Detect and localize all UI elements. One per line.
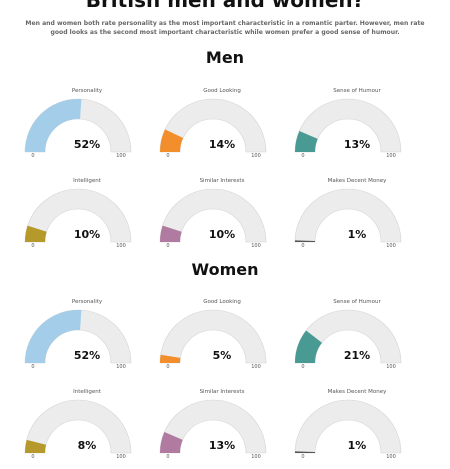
gauge-label: Similar Interests (199, 389, 245, 395)
gauge-max-label: 100 (251, 364, 261, 370)
gauge-max-label: 100 (251, 243, 261, 249)
gauge-max-label: 100 (116, 243, 126, 249)
gauge-label: Makes Decent Money (327, 389, 387, 395)
gauge-fill (160, 129, 184, 152)
gauge-value: 52% (73, 138, 101, 151)
gauge-value: 52% (73, 349, 101, 362)
gauge-min-label: 0 (31, 243, 35, 249)
gauge-track (294, 399, 402, 454)
gauge-women-similar-interests: Similar Interests 13% 0 100 (157, 389, 287, 469)
gauge-max-label: 100 (386, 153, 396, 159)
gauge-min-label: 0 (31, 364, 35, 370)
section-title-men: Men (205, 48, 245, 67)
gauge-track (294, 309, 402, 364)
gauge-label: Sense of Humour (333, 299, 381, 305)
gauge-min-label: 0 (301, 243, 305, 249)
gauge-max-label: 100 (251, 153, 261, 159)
gauge-label: Personality (71, 88, 103, 94)
gauge-men-makes-decent-money: Makes Decent Money 1% 0 100 (292, 178, 422, 258)
gauge-value: 5% (212, 349, 232, 362)
gauge-min-label: 0 (166, 364, 170, 370)
gauge-fill (25, 309, 82, 363)
gauge-men-intelligent: Intelligent 10% 0 100 (22, 178, 152, 258)
gauge-label: Makes Decent Money (327, 178, 387, 184)
gauge-min-label: 0 (301, 364, 305, 370)
gauge-min-label: 0 (166, 153, 170, 159)
gauge-max-label: 100 (116, 364, 126, 370)
gauge-value: 8% (77, 439, 97, 452)
gauge-fill (295, 130, 318, 152)
gauge-value: 21% (343, 349, 371, 362)
gauge-value: 10% (208, 228, 236, 241)
gauge-fill (160, 225, 182, 242)
gauge-fill (160, 431, 183, 453)
gauge-men-similar-interests: Similar Interests 10% 0 100 (157, 178, 287, 258)
gauge-men-makes-decent-money-svg (294, 188, 402, 243)
gauge-value: 10% (73, 228, 101, 241)
gauge-men-good-looking: Good Looking 14% 0 100 (157, 88, 287, 168)
gauge-women-personality: Personality 52% 0 100 (22, 299, 152, 379)
gauge-men-sense-of-humour: Sense of Humour 13% 0 100 (292, 88, 422, 168)
gauge-label: Intelligent (73, 389, 101, 395)
gauge-women-intelligent: Intelligent 8% 0 100 (22, 389, 152, 469)
gauge-label: Similar Interests (199, 178, 245, 184)
gauge-min-label: 0 (301, 153, 305, 159)
gauge-label: Personality (71, 299, 103, 305)
gauge-women-personality-svg (24, 309, 132, 364)
gauge-fill (295, 330, 322, 363)
gauge-track (24, 188, 132, 243)
gauge-label: Sense of Humour (333, 88, 381, 94)
gauge-min-label: 0 (301, 454, 305, 460)
gauge-value: 1% (347, 228, 367, 241)
gauge-fill (160, 354, 181, 363)
gauge-men-good-looking-svg (159, 98, 267, 153)
gauge-track (294, 188, 402, 243)
gauge-fill (295, 240, 316, 242)
gauge-max-label: 100 (251, 454, 261, 460)
gauge-track (294, 98, 402, 153)
gauge-men-intelligent-svg (24, 188, 132, 243)
gauge-max-label: 100 (386, 243, 396, 249)
gauge-value: 13% (208, 439, 236, 452)
page-title: British men and women? (85, 0, 365, 12)
gauge-women-similar-interests-svg (159, 399, 267, 454)
gauge-value: 13% (343, 138, 371, 151)
gauge-max-label: 100 (116, 153, 126, 159)
page-subtitle: Men and women both rate personality as t… (25, 20, 425, 36)
section-title-women: Women (191, 260, 259, 279)
gauge-track (159, 309, 267, 364)
gauge-min-label: 0 (166, 243, 170, 249)
gauge-women-good-looking: Good Looking 5% 0 100 (157, 299, 287, 379)
gauge-max-label: 100 (386, 454, 396, 460)
gauge-value: 1% (347, 439, 367, 452)
gauge-max-label: 100 (116, 454, 126, 460)
gauge-label: Good Looking (203, 88, 241, 94)
gauge-track (159, 399, 267, 454)
gauge-track (159, 188, 267, 243)
gauge-fill (25, 98, 82, 152)
gauge-max-label: 100 (386, 364, 396, 370)
gauge-men-personality-svg (24, 98, 132, 153)
gauge-min-label: 0 (166, 454, 170, 460)
gauge-fill (24, 225, 47, 242)
gauge-men-similar-interests-svg (159, 188, 267, 243)
gauge-women-good-looking-svg (159, 309, 267, 364)
gauge-men-personality: Personality 52% 0 100 (22, 88, 152, 168)
gauge-track (159, 98, 267, 153)
gauge-women-sense-of-humour-svg (294, 309, 402, 364)
gauge-women-sense-of-humour: Sense of Humour 21% 0 100 (292, 299, 422, 379)
gauge-value: 14% (208, 138, 236, 151)
gauge-label: Good Looking (203, 299, 241, 305)
gauge-label: Intelligent (73, 178, 101, 184)
gauge-women-makes-decent-money: Makes Decent Money 1% 0 100 (292, 389, 422, 469)
gauge-track (24, 399, 132, 454)
gauge-min-label: 0 (31, 153, 35, 159)
gauge-men-sense-of-humour-svg (294, 98, 402, 153)
gauge-min-label: 0 (31, 454, 35, 460)
